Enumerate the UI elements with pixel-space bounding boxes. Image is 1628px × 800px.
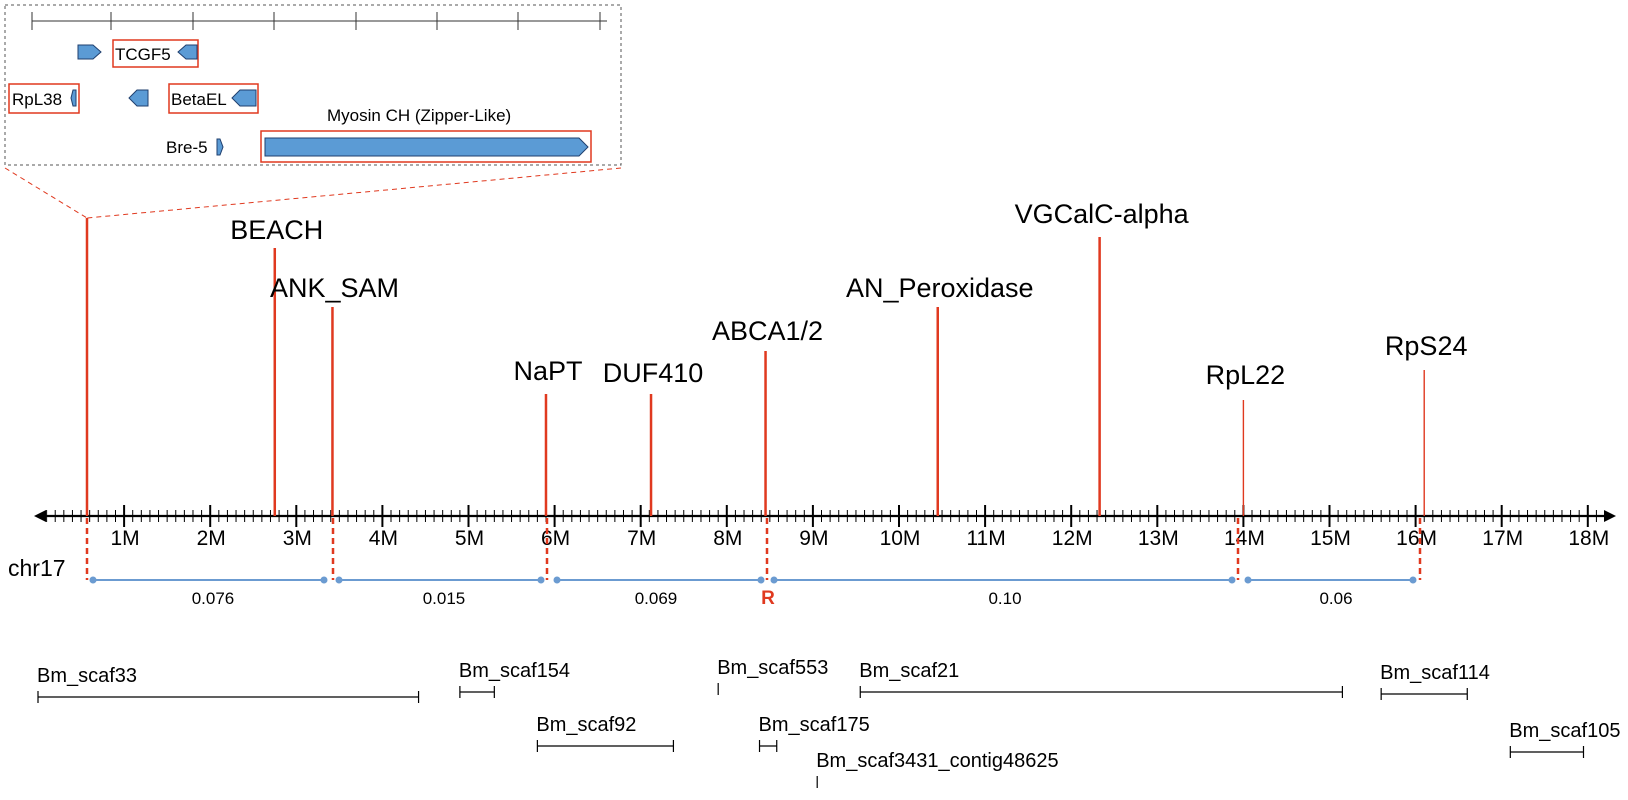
inset-highlight-box (260, 130, 592, 163)
gene-label: BEACH (230, 215, 323, 245)
inset-scale-ticks (31, 12, 601, 30)
segment-value: 0.076 (192, 589, 235, 608)
inset-gene-label: Myosin CH (Zipper-Like) (327, 106, 511, 125)
segment: 0.069 (553, 576, 765, 608)
scaffold: Bm_scaf553 (717, 657, 828, 695)
inset-gene-arrow (177, 44, 198, 60)
inset-gene-label: BetaEL (171, 90, 227, 109)
tick-label: 10M (880, 527, 921, 550)
inset-gene-arrow (128, 89, 149, 107)
segment-value: 0.06 (1319, 589, 1352, 608)
scaffold: Bm_scaf154 (459, 660, 570, 698)
gene-label: AN_Peroxidase (846, 273, 1034, 303)
segment: 0.076 (89, 576, 328, 608)
segment-endpoint (320, 576, 328, 584)
tick-label: 6M (541, 527, 570, 550)
scaffold: Bm_scaf21 (859, 660, 1344, 698)
segment-endpoint (335, 576, 343, 584)
tick-label: 16M (1396, 527, 1437, 550)
inset-highlight-box (8, 83, 80, 114)
gene-markers: BEACH ANK_SAM NaPT DUF410 ABCA1/2 AN_Peroxida… (85, 199, 1468, 516)
tick-label: 5M (455, 527, 484, 550)
inset-highlight-box (168, 83, 259, 114)
inset-gene-label: Bre-5 (166, 138, 208, 157)
scaffold-label: Bm_scaf92 (536, 714, 636, 736)
inset-gene-arrow (231, 89, 257, 107)
tick-label: 11M (966, 527, 1005, 550)
inset-connector-line (86, 167, 622, 219)
gene-label: RpL22 (1206, 360, 1286, 390)
tick-label: 17M (1482, 527, 1523, 550)
scaffold-label: Bm_scaf114 (1380, 662, 1490, 684)
gene-label: VGCalC-alpha (1015, 199, 1190, 229)
axis-arrow-right (1604, 510, 1616, 522)
tick-label: 15M (1310, 527, 1351, 550)
inset-connector-line (4, 167, 88, 219)
inset-gene-arrow (77, 44, 102, 60)
gene-label: ABCA1/2 (712, 316, 823, 346)
scaffold-label: Bm_scaf175 (759, 714, 870, 736)
gene-label: NaPT (513, 356, 582, 386)
tick-label: 12M (1052, 527, 1093, 550)
segment-value: 0.10 (988, 589, 1021, 608)
tick-label: 8M (713, 527, 742, 550)
tick-label: 14M (1224, 527, 1265, 550)
scaffold: Bm_scaf33 (37, 665, 420, 703)
scaffold-track: Bm_scaf33 Bm_scaf154 Bm_scaf92 Bm_scaf553 Bm… (37, 657, 1620, 788)
tick-label: 7M (627, 527, 656, 550)
scaffold: Bm_scaf105 (1509, 720, 1620, 758)
tick-label: 3M (283, 527, 312, 550)
inset-gene-label: RpL38 (12, 90, 62, 109)
tick-label: 4M (369, 527, 398, 550)
segment-endpoint (757, 576, 765, 584)
scaffold-label: Bm_scaf33 (37, 665, 137, 687)
scaffold: Bm_scaf3431_contig48625 (816, 750, 1059, 788)
axis-minor-ticks (46, 510, 1597, 522)
scaffold-label: Bm_scaf3431_contig48625 (816, 750, 1058, 772)
axis-major-ticks (123, 505, 1589, 527)
inset-panel: TCGF5 RpL38 BetaEL Myosin CH (Zipper-Lik… (4, 4, 622, 219)
gene-label: RpS24 (1385, 331, 1468, 361)
tick-label: 2M (197, 527, 226, 550)
scaffold-label: Bm_scaf105 (1509, 720, 1620, 742)
segment-endpoint (89, 576, 97, 584)
segment: 0.06 (1244, 576, 1417, 608)
inset-gene-arrow (70, 89, 77, 107)
segment-value: 0.069 (635, 589, 678, 608)
tick-label: 9M (799, 527, 828, 550)
recombination-marker: R (761, 588, 775, 609)
chromosome-axis: 1M 2M 3M 4M 5M 6M 7M 8M 9M 10M 11M 12M 13M 14M 15M 16M 1… (8, 505, 1616, 581)
scaffold: Bm_scaf92 (536, 714, 675, 752)
segment: 0.10 (770, 576, 1236, 608)
gene-label: ANK_SAM (270, 273, 399, 303)
segment-endpoint (1244, 576, 1252, 584)
segment-value: 0.015 (423, 589, 466, 608)
inset-gene-arrow (264, 137, 589, 157)
segment-endpoint (770, 576, 778, 584)
axis-tick-labels: 1M 2M 3M 4M 5M 6M 7M 8M 9M 10M 11M 12M 13M 14M 15M 16M 1… (111, 527, 1610, 550)
segment-endpoint (537, 576, 545, 584)
gene-label: DUF410 (603, 358, 704, 388)
recombination-segments: 0.076 0.015 0.069 0.10 0.06 R (85, 518, 1422, 609)
segment-endpoint (1228, 576, 1236, 584)
inset-frame (4, 4, 622, 166)
tick-label: 1M (111, 527, 140, 550)
tick-label: 13M (1138, 527, 1179, 550)
scaffold-label: Bm_scaf154 (459, 660, 570, 682)
tick-label: 18M (1568, 527, 1609, 550)
segment: 0.015 (335, 576, 545, 608)
scaffold-label: Bm_scaf21 (859, 660, 959, 682)
segment-endpoint (553, 576, 561, 584)
inset-gene-arrow (216, 138, 224, 156)
scaffold-label: Bm_scaf553 (717, 657, 828, 679)
scaffold: Bm_scaf175 (759, 714, 870, 752)
axis-arrow-left (34, 510, 46, 522)
chromosome-label: chr17 (8, 555, 66, 581)
segment-endpoint (1409, 576, 1417, 584)
inset-gene-label: TCGF5 (115, 45, 171, 64)
inset-highlight-box (112, 39, 199, 68)
scaffold: Bm_scaf114 (1380, 662, 1490, 700)
